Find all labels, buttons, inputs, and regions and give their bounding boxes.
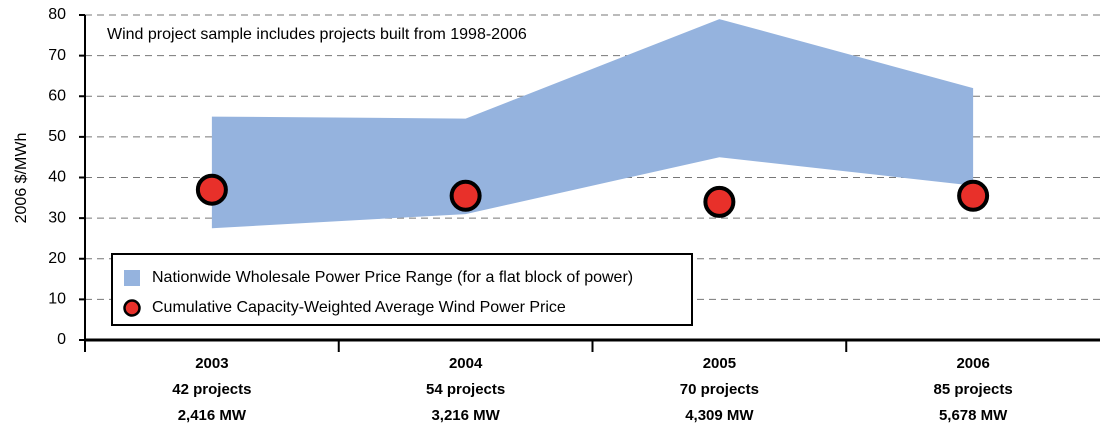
legend-swatch	[123, 299, 141, 317]
x-tick-label: 2005	[703, 355, 736, 372]
legend-swatch	[124, 270, 140, 286]
wind-price-point	[195, 173, 228, 206]
x-tick-label: 2003	[195, 355, 228, 372]
legend-label: Cumulative Capacity-Weighted Average Win…	[152, 299, 566, 316]
x-tick-label: 2,416 MW	[178, 407, 247, 424]
y-tick-label: 80	[48, 6, 66, 23]
x-tick-label: 5,678 MW	[939, 407, 1008, 424]
x-tick-label: 2004	[449, 355, 483, 372]
wind-price-point	[703, 185, 736, 218]
y-tick-label: 50	[48, 128, 66, 145]
price-range-area	[211, 19, 974, 229]
x-tick-label: 4,309 MW	[685, 407, 754, 424]
x-tick-label: 70 projects	[680, 381, 759, 398]
wind-price-point	[449, 179, 482, 212]
y-tick-label: 20	[48, 250, 66, 267]
y-tick-label: 60	[48, 87, 66, 104]
legend: Nationwide Wholesale Power Price Range (…	[111, 253, 693, 326]
x-tick-label: 42 projects	[172, 381, 251, 398]
wind-price-point	[957, 179, 990, 212]
x-tick-label: 54 projects	[426, 381, 505, 398]
y-tick-label: 40	[48, 169, 66, 186]
legend-box	[111, 253, 693, 326]
x-tick-label: 85 projects	[934, 381, 1013, 398]
y-axis-label: 2006 $/MWh	[13, 133, 30, 224]
legend-label: Nationwide Wholesale Power Price Range (…	[152, 269, 633, 286]
y-tick-label: 70	[48, 47, 66, 64]
y-tick-label: 0	[57, 331, 66, 348]
x-tick-label: 3,216 MW	[431, 407, 500, 424]
y-tick-label: 10	[48, 291, 66, 308]
y-tick-label: 30	[48, 209, 66, 226]
x-tick-label: 2006	[956, 355, 989, 372]
annotation: Wind project sample includes projects bu…	[107, 26, 527, 43]
